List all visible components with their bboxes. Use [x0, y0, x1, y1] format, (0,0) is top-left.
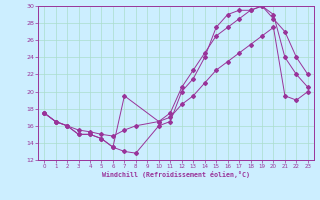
X-axis label: Windchill (Refroidissement éolien,°C): Windchill (Refroidissement éolien,°C): [102, 171, 250, 178]
